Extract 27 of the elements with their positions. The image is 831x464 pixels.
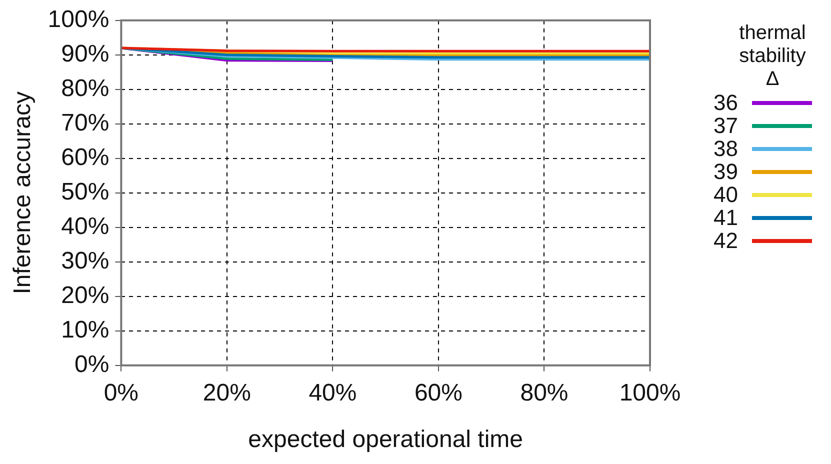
legend-label: 37 <box>712 112 738 138</box>
y-tick-label: 50% <box>61 178 110 206</box>
y-tick-label: 40% <box>61 213 110 240</box>
x-tick-label: 0% <box>104 379 139 406</box>
y-tick-label: 0% <box>74 351 110 378</box>
y-tick-label: 10% <box>61 316 110 344</box>
x-tick-label: 40% <box>308 379 357 406</box>
y-tick-label: 80% <box>61 75 110 102</box>
legend-label: 40 <box>712 182 738 208</box>
legend-label: 38 <box>712 136 738 162</box>
y-tick-label: 100% <box>48 6 110 34</box>
legend-label: 42 <box>712 228 738 254</box>
legend-label: 39 <box>712 158 738 184</box>
y-axis-title: Inference accuracy <box>9 92 36 294</box>
y-tick-label: 20% <box>61 282 110 310</box>
legend-label: 41 <box>712 204 738 230</box>
legend-title: thermal stability Δ <box>738 22 807 91</box>
y-tick-label: 30% <box>61 248 110 275</box>
x-tick-label: 100% <box>619 379 681 406</box>
legend-label: 36 <box>712 90 738 116</box>
x-tick-label: 60% <box>414 379 462 406</box>
x-tick-label: 20% <box>202 379 251 406</box>
y-tick-label: 70% <box>61 110 110 137</box>
y-tick-label: 60% <box>61 144 110 172</box>
x-tick-label: 80% <box>520 379 568 406</box>
y-tick-label: 90% <box>61 40 110 68</box>
x-axis-title: expected operational time <box>248 426 524 454</box>
